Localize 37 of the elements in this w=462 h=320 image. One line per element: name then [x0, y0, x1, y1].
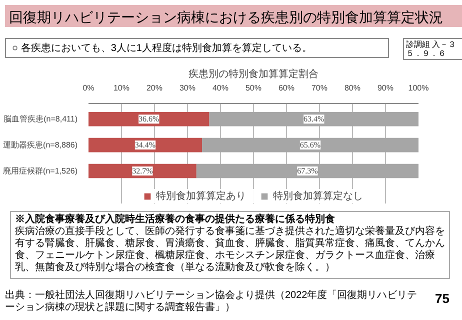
bar [196, 164, 418, 178]
y-tick-label: 運動器疾患(n=8,886) [3, 140, 78, 150]
x-tick-label: 30% [179, 84, 196, 92]
chart-title: 回復期リハビリテーション病棟における疾患別の特別食加算算定状況 [9, 8, 443, 27]
text: 75 [435, 290, 450, 308]
text: ※入院食事療養及び入院時生活療養の食事の提供たる療養に係る特別食 [15, 214, 335, 225]
legend-label: 特別食加算算定なし [273, 190, 363, 203]
text: 診調組 入－３ [406, 40, 456, 49]
bar [88, 138, 202, 152]
y-tick-label: 廃用症候群(n=1,526) [3, 166, 78, 176]
text: 疾患別の特別食加算算定割合 [188, 68, 318, 80]
x-tick-label: 80% [344, 84, 361, 92]
bar [88, 164, 196, 178]
x-tick-label: 10% [113, 84, 130, 92]
text: ５．９．６ [406, 49, 446, 58]
bar [209, 112, 418, 126]
x-tick-label: 0% [82, 84, 94, 92]
bar [88, 112, 210, 126]
source-note: 出典：一般社団法人回復期リハビリテーション協会より提供（2022年度「回復期リハビリテーション病棟の現状と課題に関する調査報告書」） [5, 290, 418, 314]
data-label: 67.3% [297, 166, 318, 176]
x-tick-label: 90% [377, 84, 394, 92]
x-tick-label: 100% [408, 84, 429, 92]
x-tick-label: 60% [278, 84, 295, 92]
x-tick-label: 20% [146, 84, 163, 92]
x-tick-label: 70% [311, 84, 328, 92]
bar [202, 138, 418, 152]
data-label: 65.6% [300, 140, 321, 150]
x-tick-label: 50% [245, 84, 262, 92]
data-label: 34.4% [134, 140, 156, 150]
data-label: 32.7% [132, 166, 154, 176]
text: 疾病治療の直接手段として、医師の発行する食事箋に基づき提供された適切な栄養量及び内容を有する腎臓食、肝臓食、糖尿食、胃潰瘍食、貧血食、膵臓食、脂質異常症食、痛風食、てんかん食、フェニールケトン尿症食、楓糖尿症食、ホモシスチン尿症食、ガラクトース血症食、治療乳、無菌食及び特別な場合の検査食（単なる流動食及び軟食を除く。） [15, 226, 445, 273]
data-label: 63.4% [304, 114, 325, 124]
data-label: 36.6% [138, 114, 160, 124]
chart-subtitle: ○ 各疾患においても、3人に1人程度は特別食加算を算定している。 [12, 42, 312, 56]
x-tick-label: 40% [212, 84, 229, 92]
legend-label: 特別食加算算定あり [156, 190, 246, 203]
y-tick-label: 脳血管疾患(n=8,411) [4, 114, 78, 124]
